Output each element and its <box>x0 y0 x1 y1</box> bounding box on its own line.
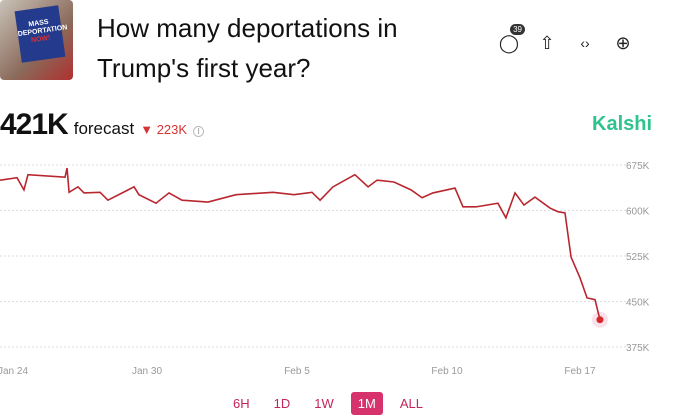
comment-count-badge: 39 <box>510 24 525 35</box>
down-triangle-icon: ▼ <box>140 122 154 137</box>
endpoint-marker <box>596 316 604 324</box>
x-tick-label: Jan 30 <box>132 366 162 377</box>
series-line <box>0 167 601 320</box>
range-all[interactable]: ALL <box>399 396 423 411</box>
range-1w[interactable]: 1W <box>314 396 334 411</box>
x-tick-label: Feb 17 <box>564 366 596 377</box>
range-1m[interactable]: 1M <box>350 392 383 415</box>
forecast-change: ▼ 223K <box>140 122 187 137</box>
brand-logo[interactable]: Kalshi <box>592 113 653 135</box>
market-thumbnail: MASS DEPORTATION NOW! <box>0 0 73 80</box>
y-tick-label: 675K <box>626 161 650 172</box>
x-tick-label: Jan 24 <box>0 366 28 377</box>
range-selector: 6H 1D 1W 1M ALL <box>226 392 430 415</box>
y-tick-label: 450K <box>626 298 650 309</box>
x-tick-label: Feb 5 <box>284 366 310 377</box>
forecast-value: 421K <box>0 108 69 141</box>
add-icon[interactable]: ⊕ <box>615 32 631 53</box>
thumbnail-sign: MASS DEPORTATION NOW! <box>14 5 68 63</box>
y-tick-label: 600K <box>626 207 650 218</box>
range-6h[interactable]: 6H <box>233 396 250 411</box>
embed-icon[interactable]: ‹› <box>580 35 590 51</box>
range-1d[interactable]: 1D <box>273 396 291 411</box>
info-icon[interactable]: i <box>193 126 205 137</box>
y-tick-label: 525K <box>626 252 650 263</box>
page-title: How many deportations in Trump's first y… <box>97 13 398 83</box>
y-tick-label: 375K <box>626 343 650 354</box>
x-tick-label: Feb 10 <box>431 366 463 377</box>
change-value: 223K <box>156 122 188 137</box>
share-icon[interactable]: ⇧ <box>539 32 555 53</box>
forecast-summary: 421K forecast ▼ 223K i <box>0 108 205 142</box>
forecast-chart: 675K 600K 525K 450K 375K Jan 24 Jan 30 Feb 5 Feb… <box>0 161 650 377</box>
comment-icon[interactable]: ◯ 39 <box>498 24 525 54</box>
forecast-label: forecast <box>73 119 135 138</box>
action-icons: ◯ 39 ⇧ ‹› ⊕ <box>498 24 634 54</box>
